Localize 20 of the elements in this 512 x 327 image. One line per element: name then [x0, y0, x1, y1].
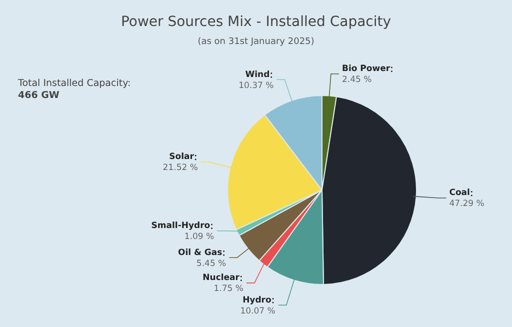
- slice-label: Solar: [169, 152, 195, 162]
- slice-label: Small-Hydro: [151, 221, 210, 232]
- slice-label: Wind: [245, 70, 270, 80]
- slice-label: Bio Power: [342, 64, 391, 74]
- data-label: 1.09 %: [184, 232, 214, 242]
- text: 466 GW: [18, 90, 60, 102]
- slice-label: Nuclear: [202, 273, 240, 284]
- slice-label: Hydro: [242, 295, 272, 306]
- slice-label: Oil & Gas: [178, 248, 222, 258]
- data-label: 10.37 %: [238, 80, 274, 91]
- data-label: 47.29 %: [449, 199, 484, 210]
- text: Total Installed Capacity:: [18, 78, 131, 90]
- data-label: 10.07 %: [240, 306, 276, 316]
- data-label: 5.45 %: [196, 258, 226, 269]
- data-label: 21.52 %: [162, 163, 198, 174]
- data-label: 2.45 %: [342, 75, 372, 86]
- legend-label: Coal: [449, 188, 470, 198]
- chart-title: Power Sources Mix - Installed Capacity: [120, 14, 392, 30]
- chart-subtitle: (as on 31st January 2025): [196, 37, 316, 47]
- data-label: 1.75 %: [214, 284, 244, 294]
